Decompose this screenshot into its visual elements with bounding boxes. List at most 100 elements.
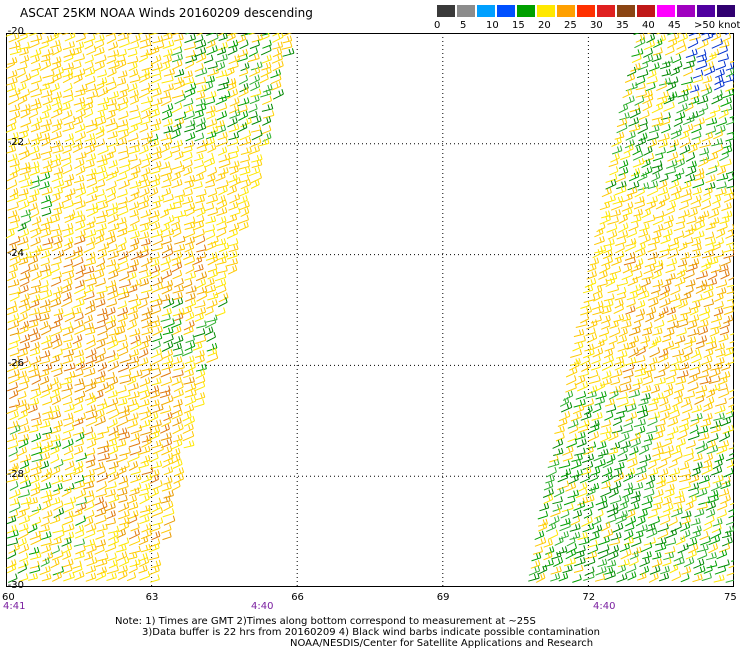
wind-barb (129, 89, 139, 99)
wind-barb (218, 297, 228, 308)
wind-barb (75, 165, 86, 176)
wind-barb (39, 82, 51, 92)
wind-barb (148, 82, 160, 93)
wind-barb (50, 497, 61, 506)
wind-barb (163, 83, 174, 93)
wind-barb (715, 397, 727, 407)
wind-barb (141, 319, 153, 329)
wind-barb (19, 376, 30, 385)
wind-barb (646, 528, 658, 539)
wind-barb (129, 487, 140, 497)
wind-barb (41, 242, 53, 252)
wind-barb (118, 129, 129, 140)
wind-barb (161, 269, 173, 280)
wind-barb (17, 62, 28, 71)
wind-barb (163, 466, 174, 476)
wind-barb (215, 94, 227, 106)
wind-barb (149, 293, 161, 303)
wind-barb (171, 129, 181, 140)
wind-barb (7, 537, 19, 546)
wind-barb (94, 544, 105, 555)
wind-barb (152, 235, 164, 246)
wind-barb (86, 557, 98, 567)
wind-barb (39, 320, 49, 331)
wind-barb (96, 501, 108, 512)
wind-barb (679, 137, 691, 148)
wind-barb (75, 229, 86, 239)
wind-barb (613, 303, 624, 315)
wind-barb (721, 145, 733, 155)
wind-barb (118, 101, 128, 112)
wind-barb (17, 409, 28, 420)
wind-barb (61, 543, 73, 555)
wind-barb (583, 405, 593, 415)
wind-barb (682, 404, 693, 414)
wind-barb (227, 264, 238, 275)
wind-barb (674, 335, 686, 345)
wind-barb (62, 62, 74, 71)
wind-barb (74, 123, 86, 134)
wind-barb (706, 439, 716, 449)
wind-barb (6, 515, 17, 525)
wind-barb (695, 487, 708, 498)
wind-barb (8, 509, 19, 519)
wind-barb (129, 209, 139, 218)
wind-barb (651, 172, 661, 182)
wind-barb (699, 306, 711, 316)
wind-barb (652, 551, 662, 560)
wind-barb (565, 366, 578, 378)
wind-barb (604, 342, 615, 352)
wind-barb (140, 116, 151, 126)
wind-barb (228, 54, 241, 65)
wind-barb (62, 41, 75, 51)
wind-barb (668, 467, 681, 477)
wind-barb (594, 235, 605, 246)
wind-barb (702, 460, 713, 469)
wind-barb (53, 500, 64, 511)
wind-barb (18, 146, 28, 156)
wind-barb (6, 228, 15, 239)
wind-barb (691, 353, 702, 364)
wind-barb (704, 515, 715, 526)
wind-barb (140, 48, 153, 58)
wind-barb (216, 137, 228, 147)
wind-barb (171, 145, 181, 154)
wind-barb (702, 75, 713, 84)
wind-barb (662, 333, 672, 343)
wind-barb (49, 515, 61, 525)
wind-barb (647, 69, 657, 79)
wind-barb (160, 208, 170, 219)
wind-barb (723, 192, 734, 203)
wind-barb (75, 529, 85, 539)
wind-barb (140, 426, 152, 436)
wind-barb (193, 228, 205, 239)
wind-barb (705, 51, 717, 63)
wind-barb (105, 371, 115, 380)
wind-barb (249, 74, 260, 86)
wind-barb (29, 388, 42, 400)
wind-barb (97, 69, 107, 78)
wind-barb (174, 235, 186, 245)
wind-barb (647, 291, 660, 301)
wind-barb (117, 286, 129, 296)
wind-barb (63, 271, 75, 282)
wind-barb (701, 131, 714, 142)
wind-barb (40, 388, 51, 399)
wind-barb (722, 410, 734, 421)
wind-barb (545, 475, 555, 484)
wind-barb (672, 348, 685, 358)
wind-barb (659, 411, 670, 422)
note-line-3: NOAA/NESDIS/Center for Satellite Applica… (290, 638, 594, 649)
wind-barb (727, 173, 734, 182)
wind-barb (569, 360, 580, 371)
wind-barb (139, 571, 151, 581)
wind-barb (139, 377, 151, 387)
wind-barb (635, 308, 646, 317)
wind-barb (117, 334, 128, 343)
wind-barb (657, 132, 670, 142)
wind-barb (185, 132, 196, 142)
wind-barb (538, 522, 548, 532)
wind-barb (85, 565, 97, 575)
wind-barb (7, 201, 19, 211)
wind-barb (30, 383, 41, 392)
